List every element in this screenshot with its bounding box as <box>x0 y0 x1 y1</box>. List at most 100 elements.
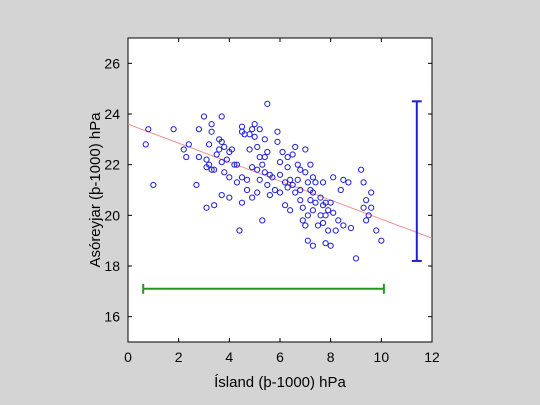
data-point <box>340 222 347 229</box>
data-point <box>314 222 322 229</box>
data-point <box>281 202 289 209</box>
x-tick-label: 2 <box>175 349 183 365</box>
data-point <box>360 179 367 186</box>
y-tick-label: 18 <box>104 258 120 274</box>
data-point <box>261 136 268 143</box>
y-axis-label: Asóreyjar (þ-1000) hPa <box>87 112 104 268</box>
data-point <box>284 184 291 191</box>
data-point <box>274 128 281 135</box>
data-point <box>243 176 251 183</box>
x-tick-label: 4 <box>225 349 233 365</box>
data-point <box>200 113 208 120</box>
data-point <box>322 240 329 247</box>
data-point <box>221 143 228 151</box>
data-point <box>307 197 314 204</box>
data-point <box>327 199 334 206</box>
data-point <box>203 204 210 211</box>
y-tick-label: 24 <box>104 106 120 122</box>
data-point <box>233 161 241 168</box>
data-point <box>330 174 337 181</box>
trend-line <box>127 123 433 239</box>
data-point <box>363 197 370 204</box>
data-point <box>373 227 380 234</box>
x-tick-label: 10 <box>374 349 390 365</box>
data-point <box>368 204 375 211</box>
data-point <box>284 164 291 171</box>
y-tick-label: 22 <box>104 157 120 173</box>
data-point <box>378 237 385 244</box>
data-point <box>236 227 243 234</box>
data-point <box>304 179 311 186</box>
data-point <box>319 179 327 186</box>
data-point <box>312 199 319 206</box>
data-point <box>150 181 157 189</box>
data-point <box>368 189 375 196</box>
data-point <box>309 242 317 249</box>
data-point <box>251 133 258 140</box>
trend-line-group <box>127 123 433 239</box>
data-point <box>142 141 149 148</box>
data-point <box>289 181 296 189</box>
data-point <box>195 153 203 161</box>
y-tick-label: 26 <box>104 55 120 71</box>
data-point <box>249 164 256 171</box>
data-point <box>205 161 213 168</box>
data-point <box>254 143 261 151</box>
data-point <box>345 179 352 186</box>
data-point <box>218 191 225 199</box>
data-point <box>307 161 314 168</box>
data-point <box>185 141 192 148</box>
data-point <box>223 156 230 163</box>
data-point <box>299 204 306 211</box>
data-point <box>327 242 334 249</box>
data-point <box>281 179 289 186</box>
range-bars <box>142 100 422 294</box>
data-point <box>304 212 311 219</box>
data-point <box>228 146 235 153</box>
data-point <box>211 202 218 209</box>
data-point <box>330 209 337 216</box>
data-point <box>276 171 284 178</box>
data-point <box>264 181 271 189</box>
data-point <box>208 166 215 173</box>
data-point <box>337 186 344 194</box>
data-point <box>193 181 200 189</box>
data-point <box>221 169 228 176</box>
data-point <box>231 161 238 168</box>
data-point <box>292 189 299 196</box>
data-point <box>264 100 271 107</box>
x-tick-label: 8 <box>327 349 335 365</box>
data-point <box>294 176 301 183</box>
data-point <box>145 126 152 133</box>
data-point <box>312 179 319 186</box>
data-point <box>249 194 256 201</box>
data-point <box>302 169 309 176</box>
data-point <box>254 189 261 196</box>
data-point <box>261 169 268 176</box>
data-point <box>259 217 266 224</box>
x-tick-label: 12 <box>424 349 440 365</box>
data-point <box>284 153 291 161</box>
data-point <box>357 166 365 173</box>
data-point <box>249 126 256 133</box>
data-point <box>243 186 251 194</box>
data-point <box>264 148 271 156</box>
data-point <box>297 186 304 194</box>
data-point <box>309 207 317 214</box>
data-point <box>256 126 263 133</box>
data-point <box>251 121 258 128</box>
data-point <box>287 207 294 214</box>
data-point <box>246 131 253 138</box>
data-point <box>203 156 210 163</box>
data-point <box>325 227 332 234</box>
data-point <box>226 194 233 201</box>
data-point <box>297 166 304 173</box>
data-point <box>261 153 268 161</box>
data-point <box>233 179 241 186</box>
data-point <box>246 146 253 153</box>
data-point <box>317 194 324 201</box>
data-point <box>289 151 296 158</box>
data-point <box>218 138 225 145</box>
